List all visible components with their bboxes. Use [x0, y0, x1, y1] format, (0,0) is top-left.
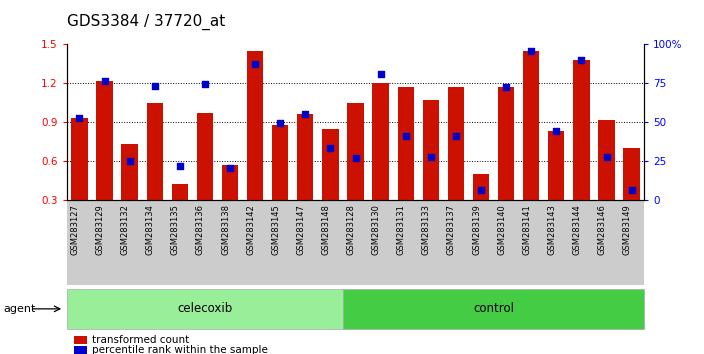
Text: GSM283144: GSM283144	[572, 204, 582, 255]
Bar	[523, 51, 539, 200]
Point	[350, 156, 361, 161]
Bar	[297, 114, 313, 200]
Text: GSM283141: GSM283141	[522, 204, 532, 255]
Bar	[146, 103, 163, 200]
Bar	[96, 81, 113, 200]
Text: agent: agent	[4, 304, 36, 314]
Point	[526, 48, 537, 53]
Text: GSM283139: GSM283139	[472, 204, 481, 255]
Text: GSM283147: GSM283147	[296, 204, 306, 255]
Text: GSM283128: GSM283128	[346, 204, 356, 255]
Text: GSM283142: GSM283142	[246, 204, 255, 255]
Point	[199, 82, 210, 87]
Text: GSM283143: GSM283143	[547, 204, 556, 255]
Bar	[322, 129, 339, 200]
Point	[300, 112, 311, 117]
Bar	[398, 87, 414, 200]
Point	[74, 115, 85, 121]
Point	[375, 71, 386, 77]
Point	[149, 83, 161, 88]
Point	[400, 133, 411, 139]
Point	[249, 61, 260, 67]
Point	[425, 154, 436, 160]
Text: GSM283138: GSM283138	[221, 204, 230, 255]
Bar	[624, 148, 640, 200]
Bar	[548, 131, 565, 200]
Point	[325, 145, 336, 151]
Bar	[222, 165, 238, 200]
Bar	[247, 51, 263, 200]
Text: GDS3384 / 37720_at: GDS3384 / 37720_at	[67, 14, 225, 30]
Text: GSM283132: GSM283132	[120, 204, 130, 255]
Text: GSM283148: GSM283148	[322, 204, 330, 255]
Point	[501, 84, 512, 90]
Bar	[372, 83, 389, 200]
Text: GSM283145: GSM283145	[271, 204, 280, 255]
Text: GSM283129: GSM283129	[96, 204, 104, 255]
Text: GSM283149: GSM283149	[622, 204, 631, 255]
Text: GSM283127: GSM283127	[70, 204, 80, 255]
Bar	[498, 87, 514, 200]
Bar	[172, 184, 188, 200]
Text: GSM283131: GSM283131	[397, 204, 406, 255]
Text: celecoxib: celecoxib	[177, 302, 232, 315]
Text: GSM283136: GSM283136	[196, 204, 205, 255]
Point	[451, 133, 462, 139]
Bar	[74, 336, 87, 344]
Point	[124, 158, 135, 164]
Point	[225, 165, 236, 170]
Point	[99, 78, 110, 84]
Text: GSM283140: GSM283140	[497, 204, 506, 255]
Text: control: control	[473, 302, 514, 315]
Text: GSM283137: GSM283137	[447, 204, 456, 255]
Text: GSM283146: GSM283146	[598, 204, 607, 255]
Bar	[422, 100, 439, 200]
Point	[551, 129, 562, 134]
Bar	[272, 125, 289, 200]
Point	[174, 164, 185, 169]
Bar	[71, 118, 87, 200]
Text: transformed count: transformed count	[92, 335, 189, 345]
Bar	[74, 346, 87, 354]
Bar	[67, 289, 343, 329]
Text: GSM283134: GSM283134	[146, 204, 155, 255]
Bar	[473, 174, 489, 200]
Point	[576, 57, 587, 63]
Text: percentile rank within the sample: percentile rank within the sample	[92, 345, 268, 354]
Point	[275, 121, 286, 126]
Text: GSM283135: GSM283135	[171, 204, 180, 255]
Bar	[347, 103, 364, 200]
Bar	[598, 120, 615, 200]
Point	[601, 154, 612, 160]
Point	[626, 187, 637, 193]
Bar	[573, 60, 589, 200]
Text: GSM283130: GSM283130	[372, 204, 381, 255]
Text: GSM283133: GSM283133	[422, 204, 431, 255]
Bar	[197, 113, 213, 200]
Bar	[448, 87, 464, 200]
Point	[475, 187, 486, 193]
Bar	[122, 144, 138, 200]
Bar	[343, 289, 644, 329]
